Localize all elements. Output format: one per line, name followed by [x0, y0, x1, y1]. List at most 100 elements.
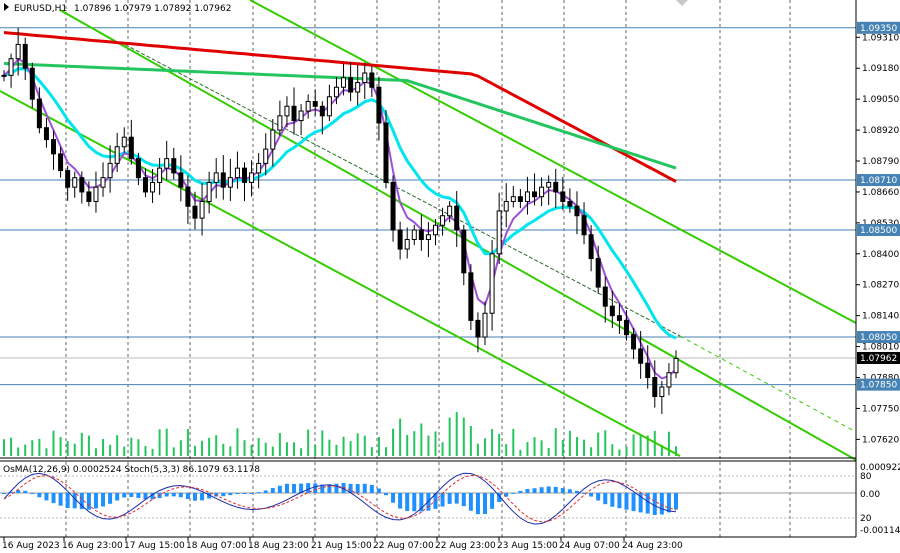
volume-bar [222, 443, 225, 456]
bear-candle [185, 186, 191, 207]
osma-bar [574, 490, 579, 493]
bull-candle [539, 186, 545, 198]
volume-bar [243, 440, 246, 456]
volume-bar [618, 449, 621, 456]
bear-candle [461, 229, 467, 274]
bear-candle [51, 139, 57, 155]
osma-bar [37, 493, 42, 498]
osma-bar [214, 493, 219, 497]
volume-bar [278, 432, 281, 456]
osma-bar [405, 493, 410, 511]
osma-bar [178, 493, 183, 498]
bear-candle [397, 229, 403, 250]
osma-bar [221, 493, 226, 497]
bull-candle [213, 172, 219, 183]
shift-marker-icon[interactable] [676, 0, 688, 6]
volume-bar [597, 432, 600, 456]
volume-bar [526, 442, 529, 456]
bear-candle [312, 101, 318, 107]
level-tag-label: 1.08710 [860, 176, 897, 186]
time-tick-label: 23 Aug 15:00 [497, 541, 558, 551]
bull-candle [8, 58, 14, 76]
bear-candle [128, 136, 134, 160]
osma-bar [171, 493, 176, 497]
oscillator-panel [0, 472, 856, 525]
bear-candle [517, 196, 523, 202]
volume-bar [328, 439, 331, 456]
bull-candle [482, 312, 488, 338]
volume-bar [31, 440, 34, 456]
volume-bar [38, 438, 41, 456]
bull-candle [277, 115, 283, 131]
bear-candle [178, 172, 184, 188]
bull-candle [206, 181, 212, 202]
osma-bar [65, 493, 70, 509]
price-tick-label: 1.08660 [862, 188, 899, 198]
level-tag [857, 21, 900, 34]
volume-bar [158, 429, 161, 456]
osma-bar [603, 493, 608, 505]
osma-bar [256, 492, 261, 494]
time-tick-label: 24 Aug 07:00 [559, 541, 620, 551]
price-tick-label: 1.08140 [862, 312, 899, 322]
bull-candle [333, 86, 339, 98]
bear-candle [369, 72, 375, 88]
bull-candle [432, 224, 438, 236]
volume-bar [583, 439, 586, 456]
volume-bar [611, 444, 614, 456]
osma-bar [129, 493, 134, 497]
osma-bar [136, 493, 141, 498]
bear-candle [65, 170, 71, 188]
volume-bar [24, 444, 27, 456]
bear-candle [319, 105, 325, 117]
channel-line [679, 335, 857, 433]
bull-candle [496, 210, 502, 255]
osma-bar [299, 483, 304, 493]
osma-bar [292, 483, 297, 493]
osma-bar [398, 493, 403, 509]
bear-candle [22, 43, 28, 69]
osma-bar [320, 484, 325, 493]
volume-bar [144, 446, 147, 456]
bull-candle [326, 96, 332, 117]
osma-bar [596, 493, 601, 501]
level-tag [857, 331, 900, 344]
osma-bar [185, 493, 190, 499]
volume-bar [448, 417, 451, 456]
bull-candle [489, 253, 495, 314]
bear-candle [631, 334, 637, 350]
volume-bar [335, 444, 338, 456]
bull-candle [249, 172, 255, 183]
bear-candle [43, 127, 49, 141]
stoch-main-line [3, 472, 677, 525]
osma-bar [164, 493, 169, 497]
time-tick-label: 16 Aug 23:00 [62, 541, 123, 551]
osma-bar [348, 483, 353, 493]
osma-bar [504, 493, 509, 497]
price-tick-label: 1.07750 [862, 404, 899, 414]
volume-bar [45, 448, 48, 456]
osma-bar [589, 493, 594, 497]
osma-bar [16, 490, 21, 493]
osma-bar [674, 493, 678, 510]
bear-candle [390, 181, 396, 231]
osma-bar [44, 493, 49, 501]
osma-bar [511, 492, 516, 494]
level-tag [857, 174, 900, 187]
volume-bar [646, 435, 649, 456]
volume-bar [264, 442, 267, 456]
osma-bar [228, 493, 233, 496]
volume-bar [455, 412, 458, 456]
bull-candle [425, 234, 431, 241]
price-tick-label: 1.09050 [862, 95, 899, 105]
volume-bar [3, 439, 5, 456]
osma-bar [553, 486, 558, 493]
volume-bar [476, 443, 479, 456]
time-tick-label: 18 Aug 07:00 [186, 541, 247, 551]
volume-bar [434, 431, 437, 456]
collapse-arrow-icon[interactable] [4, 3, 9, 11]
bull-candle [256, 162, 262, 174]
volume-bar [123, 446, 126, 456]
volume-bar [229, 446, 232, 456]
